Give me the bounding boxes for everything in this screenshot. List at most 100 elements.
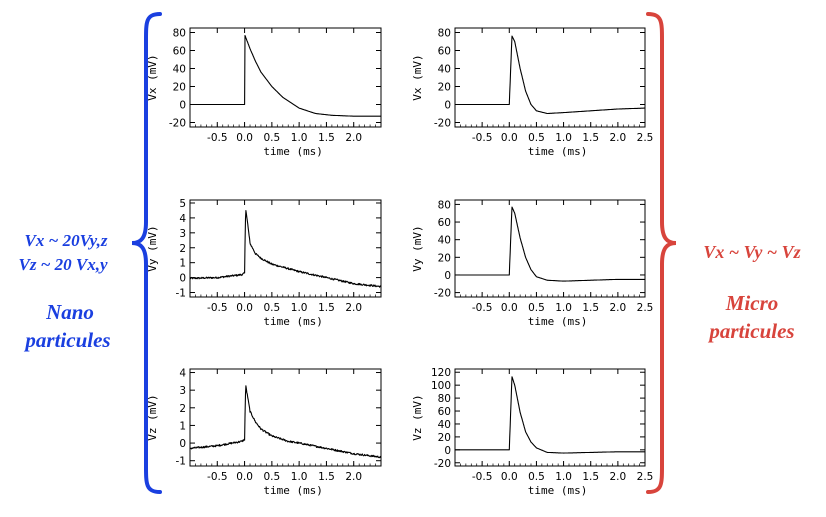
plot-frame xyxy=(454,368,646,467)
y-tick-label: 0 xyxy=(444,445,451,457)
y-tick-label: 0 xyxy=(444,100,451,112)
y-tick-label: 4 xyxy=(179,368,186,380)
x-tick-label: 1.0 xyxy=(555,471,572,483)
y-tick-label: 20 xyxy=(438,82,451,94)
x-axis-label: time (ms) xyxy=(263,315,323,328)
y-tick-label: 60 xyxy=(438,406,451,418)
y-tick-label: 60 xyxy=(438,217,451,229)
x-tick-label: 1.5 xyxy=(582,132,599,144)
x-tick-label: 2.0 xyxy=(610,132,627,144)
x-tick-label: 2.0 xyxy=(345,132,362,144)
y-tick-label: 40 xyxy=(438,64,451,76)
y-axis-label: Vy (mV) xyxy=(411,225,424,271)
nano-label-line-1: Nano xyxy=(45,300,94,324)
y-tick-label: -20 xyxy=(169,118,186,130)
x-tick-label: 0.5 xyxy=(264,471,281,483)
chart-panel-3: -0.5 0.0 0.5 1.0 1.5 2.0 5 4 3 2 1 0 -1 time (ms) Vy (… xyxy=(146,198,382,328)
y-tick-label: 1 xyxy=(179,420,186,432)
micro-ratio-line: Vx ~ Vy ~ Vz xyxy=(703,242,800,262)
x-tick-label: 1.0 xyxy=(555,302,572,314)
plot-frame xyxy=(189,27,382,128)
signal-trace xyxy=(454,206,646,282)
signal-trace xyxy=(189,34,382,117)
y-tick-label: 60 xyxy=(438,46,451,58)
y-axis-label: Vz (mV) xyxy=(146,394,159,440)
x-tick-label: 0.0 xyxy=(236,471,253,483)
x-tick-label: 1.5 xyxy=(582,471,599,483)
x-tick-label: 0.5 xyxy=(264,132,281,144)
y-tick-label: 120 xyxy=(431,367,451,379)
nano-label-line-2: particules xyxy=(23,328,110,352)
x-tick-label: -0.5 xyxy=(472,471,493,483)
y-tick-label: 2 xyxy=(179,403,186,415)
signal-trace xyxy=(454,35,646,115)
x-tick-label: 1.0 xyxy=(291,132,308,144)
y-tick-label: 20 xyxy=(173,82,186,94)
x-tick-label: -0.5 xyxy=(472,302,493,314)
y-tick-label: 60 xyxy=(173,46,186,58)
x-tick-label: 0.5 xyxy=(528,471,545,483)
nano-ratio-line-2: Vz ~ 20 Vx,y xyxy=(18,255,107,274)
chart-panel-2: -0.5 0.0 0.5 1.0 1.5 2.0 2.5 80 60 40 20 0 -20 time (… xyxy=(411,27,654,158)
x-tick-label: 0.5 xyxy=(528,132,545,144)
x-tick-label: 1.0 xyxy=(555,132,572,144)
y-axis-label: Vz (mV) xyxy=(411,394,424,440)
signal-trace xyxy=(189,210,382,288)
y-tick-label: 3 xyxy=(179,385,186,397)
x-axis-label: time (ms) xyxy=(528,315,588,328)
x-axis-label: time (ms) xyxy=(263,484,323,497)
x-tick-label: 0.0 xyxy=(501,471,518,483)
y-tick-label: -1 xyxy=(176,456,186,468)
y-tick-label: 40 xyxy=(438,419,451,431)
plot-frame xyxy=(454,27,646,128)
y-tick-label: 1 xyxy=(179,258,186,270)
x-tick-label: 1.5 xyxy=(318,132,335,144)
x-tick-label: 2.0 xyxy=(345,302,362,314)
y-tick-label: 40 xyxy=(438,235,451,247)
y-tick-label: 100 xyxy=(431,380,451,392)
chart-panel-5: -0.5 0.0 0.5 1.0 1.5 2.0 4 3 2 1 0 -1 time (ms) Vz (m… xyxy=(146,368,382,497)
plot-frame xyxy=(189,199,382,298)
y-tick-label: 4 xyxy=(179,213,186,225)
x-tick-label: 2.0 xyxy=(610,302,627,314)
y-tick-label: 80 xyxy=(438,28,451,40)
y-tick-label: 3 xyxy=(179,228,186,240)
y-axis-label: Vx (mV) xyxy=(411,54,424,100)
y-axis-label: Vy (mV) xyxy=(146,225,159,271)
chart-panel-6: -0.5 0.0 0.5 1.0 1.5 2.0 2.5 120100806040200-20… xyxy=(411,367,653,497)
y-tick-label: -20 xyxy=(434,458,451,470)
x-axis-label: time (ms) xyxy=(528,484,588,497)
chart-panel-4: -0.5 0.0 0.5 1.0 1.5 2.0 2.5 80 60 40 20 0 -20 time (… xyxy=(411,199,653,328)
x-axis-label: time (ms) xyxy=(263,145,323,158)
micro-label-line-2: particules xyxy=(707,319,794,343)
y-tick-label: 40 xyxy=(173,64,186,76)
x-tick-label: -0.5 xyxy=(207,302,228,314)
left-curly-brace xyxy=(131,12,162,494)
x-tick-label: -0.5 xyxy=(207,471,228,483)
x-axis-label: time (ms) xyxy=(528,145,588,158)
y-tick-label: 2 xyxy=(179,243,186,255)
chart-panel-1: -0.5 0.0 0.5 1.0 1.5 2.0 80 60 40 20 0 -20 time (ms)… xyxy=(146,27,382,158)
y-tick-label: 0 xyxy=(179,438,186,450)
x-tick-label: 0.0 xyxy=(236,132,253,144)
x-tick-label: 1.5 xyxy=(318,302,335,314)
y-tick-label: 5 xyxy=(179,198,186,210)
micro-label-line-1: Micro xyxy=(725,291,779,315)
y-tick-label: 20 xyxy=(438,252,451,264)
signal-trace xyxy=(454,376,646,454)
plot-frame xyxy=(454,199,646,298)
y-tick-label: 80 xyxy=(173,28,186,40)
y-tick-label: -20 xyxy=(434,288,451,300)
y-tick-label: 80 xyxy=(438,393,451,405)
y-tick-label: 0 xyxy=(179,100,186,112)
x-tick-label: 1.5 xyxy=(582,302,599,314)
x-tick-label: 0.0 xyxy=(501,302,518,314)
y-tick-label: -20 xyxy=(434,118,451,130)
x-tick-label: -0.5 xyxy=(472,132,493,144)
y-tick-label: 20 xyxy=(438,432,451,444)
x-tick-label: 0.5 xyxy=(264,302,281,314)
y-tick-label: 80 xyxy=(438,199,451,211)
x-tick-label: 2.5 xyxy=(637,132,654,144)
y-tick-label: 0 xyxy=(444,270,451,282)
